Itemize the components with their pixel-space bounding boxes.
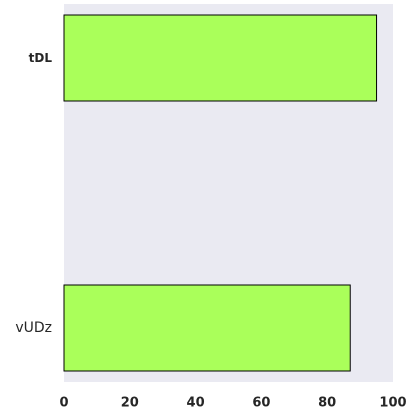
x-tick-label-20: 20 (121, 396, 139, 411)
x-tick-label-0: 0 (59, 396, 68, 411)
x-tick-label-60: 60 (252, 396, 270, 411)
x-tick-label-80: 80 (318, 396, 336, 411)
x-tick-labels: 0 20 40 60 80 100 (59, 396, 406, 411)
category-label-tDL: tDL (29, 51, 53, 65)
category-label-vUDz: vUDz (15, 320, 52, 336)
x-tick-label-100: 100 (379, 396, 406, 411)
bar-vUDz (63, 284, 351, 372)
bar-tDL (63, 14, 378, 102)
category-labels: tDL vUDz (15, 51, 52, 336)
bars-group (63, 14, 378, 372)
x-tick-label-40: 40 (187, 396, 205, 411)
